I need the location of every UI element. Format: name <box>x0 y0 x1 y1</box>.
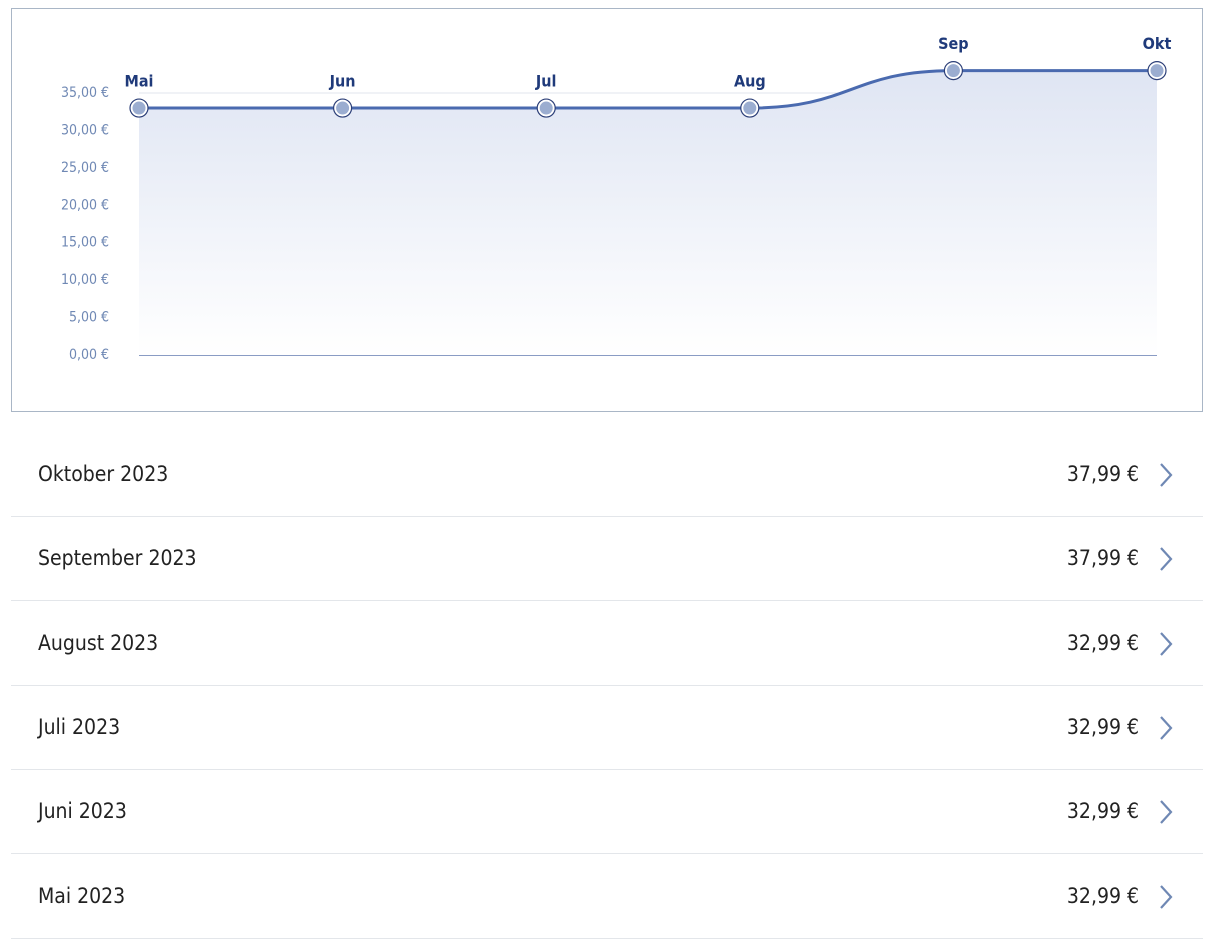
chevron-path <box>1160 884 1173 909</box>
month-label: August 2023 <box>38 630 159 655</box>
category-label: Aug <box>734 72 766 91</box>
y-tick-label: 20,00 € <box>61 197 109 213</box>
month-label: September 2023 <box>38 546 197 571</box>
y-tick-label: 25,00 € <box>61 160 109 176</box>
month-label: Juni 2023 <box>38 799 127 824</box>
month-row[interactable]: September 2023 37,99 € <box>11 516 1203 602</box>
amount: 32,99 € <box>1066 714 1139 739</box>
amount: 32,99 € <box>1066 799 1139 824</box>
chevron-path <box>1160 716 1173 740</box>
line <box>139 69 1157 110</box>
chevron <box>1160 547 1173 572</box>
month-label: Mai 2023 <box>38 883 126 908</box>
y-tick-label: 35,00 € <box>61 85 109 101</box>
category-label: Jun <box>329 72 356 91</box>
month-row[interactable]: Oktober 2023 37,99 € <box>11 432 1203 517</box>
month-label: Juli 2023 <box>38 714 121 739</box>
y-tick-label: 5,00 € <box>69 310 109 326</box>
chevron <box>1160 631 1173 656</box>
chevron-path <box>1160 631 1173 656</box>
point-inner <box>132 101 146 115</box>
point-inner <box>336 101 350 115</box>
point-inner <box>539 101 553 115</box>
month-row[interactable]: Juni 2023 32,99 € <box>11 769 1203 855</box>
month-row[interactable]: Mai 2023 32,99 € <box>11 854 1203 939</box>
chevron-path <box>1160 463 1173 487</box>
chevron <box>1160 463 1173 487</box>
month-label: Oktober 2023 <box>38 462 169 486</box>
amount: 32,99 € <box>1066 630 1139 655</box>
y-tick-label: 10,00 € <box>61 272 109 288</box>
category-label: Jul <box>535 72 557 91</box>
y-tick-label: 15,00 € <box>61 235 109 251</box>
category-label: Okt <box>1143 34 1172 53</box>
chevron-path <box>1160 547 1173 572</box>
category-label: Sep <box>938 34 968 53</box>
point-inner <box>743 101 757 115</box>
chevron <box>1160 884 1173 909</box>
chevron <box>1160 800 1173 824</box>
amount: 37,99 € <box>1066 546 1139 571</box>
chevron <box>1160 716 1173 740</box>
y-tick-label: 0,00 € <box>69 347 109 363</box>
amount: 37,99 € <box>1066 462 1139 486</box>
area <box>139 70 1157 356</box>
month-row[interactable]: Juli 2023 32,99 € <box>11 685 1203 770</box>
point-inner <box>946 64 960 78</box>
category-label: Mai <box>125 72 154 91</box>
amount: 32,99 € <box>1066 883 1139 908</box>
point-inner <box>1150 64 1164 78</box>
chart: 0,00 € 5,00 € 10,00 € 15,00 € 20,00 € 25,00 €… <box>61 34 1172 363</box>
y-tick-label: 30,00 € <box>61 122 109 138</box>
chart-card: 0,00 € 5,00 € 10,00 € 15,00 € 20,00 € 25,00 €… <box>11 8 1203 412</box>
month-row[interactable]: August 2023 32,99 € <box>11 601 1203 686</box>
chevron-path <box>1160 800 1173 824</box>
